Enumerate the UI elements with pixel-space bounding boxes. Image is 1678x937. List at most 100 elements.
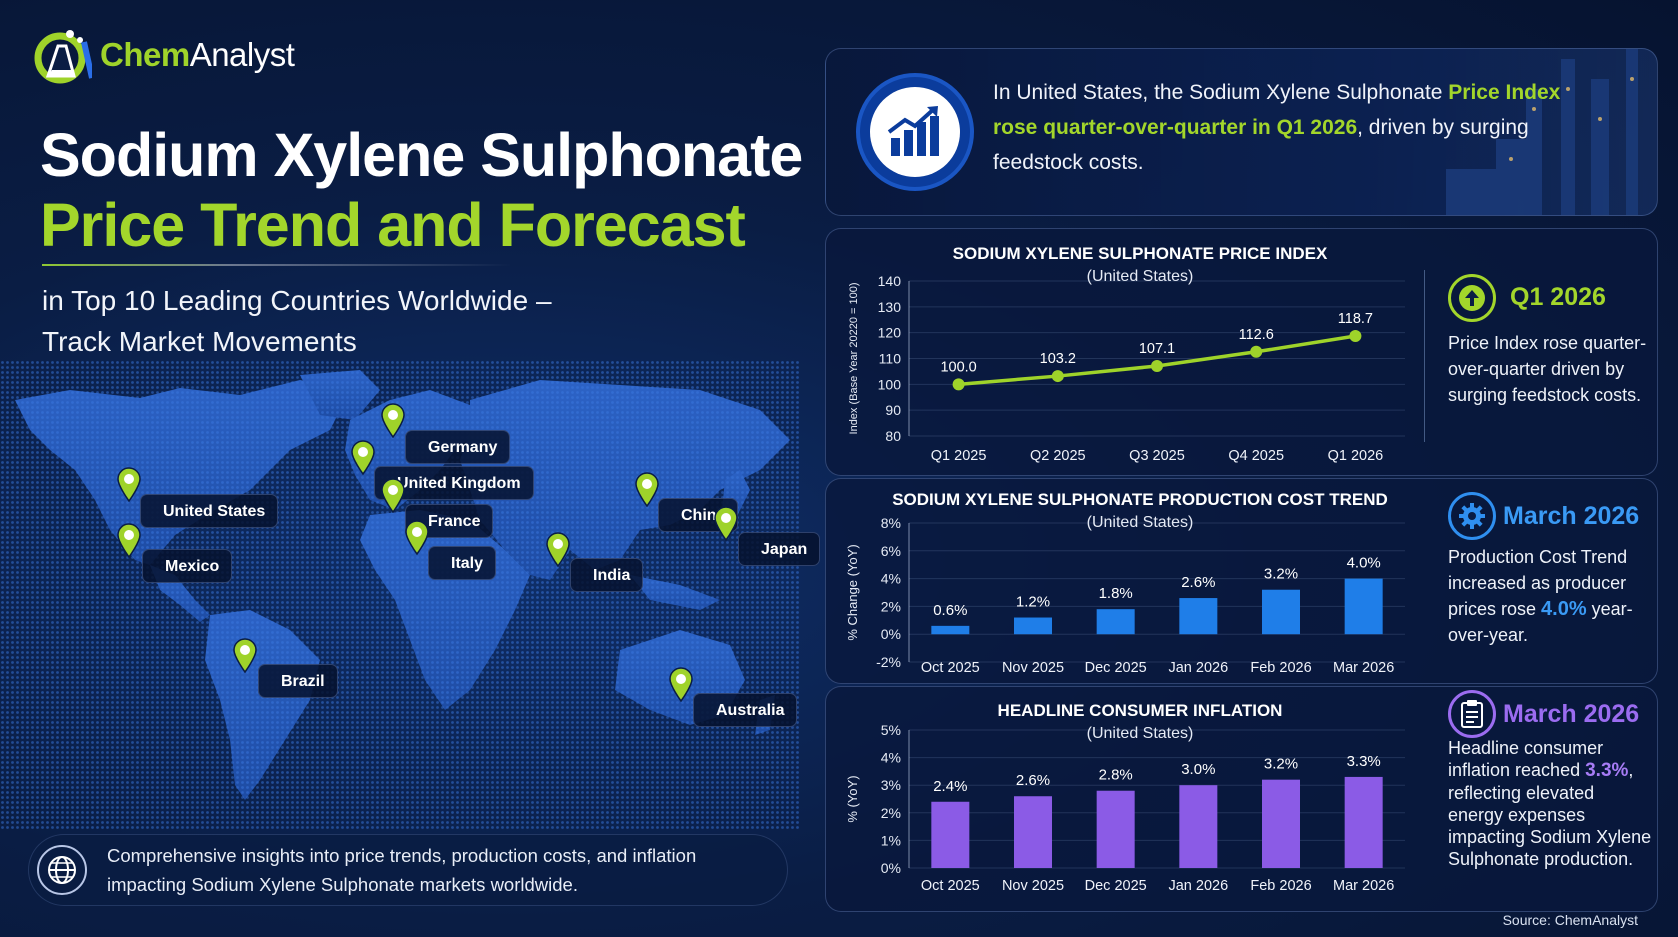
side-note-2-value: 4.0% (1541, 598, 1587, 620)
page-title-line2: Price Trend and Forecast (40, 191, 746, 259)
side-note-3-body: Headline consumer inflation reached 3.3%… (1448, 737, 1653, 870)
side-note-2-body-pre: Production Cost Trend increased as produ… (1448, 547, 1628, 619)
data-point (1151, 359, 1163, 372)
map-label-mexico: Mexico (142, 549, 233, 583)
map-pin-icon (546, 532, 570, 567)
data-point (952, 378, 965, 391)
x-tick-label: Jan 2026 (1168, 660, 1228, 676)
brand-name-part2: Analyst (189, 36, 295, 73)
consumer-inflation-panel (825, 686, 1658, 912)
map-label-germany: Germany (405, 430, 511, 464)
x-tick-label: Q1 2026 (1328, 448, 1384, 464)
map-pin-icon (117, 523, 141, 558)
map-pin-icon (714, 506, 738, 541)
production-cost-panel (825, 478, 1658, 684)
chart-subtitle: (United States) (1087, 725, 1194, 742)
headline-part2: , driven by surging feedstock costs. (993, 116, 1529, 174)
refinery-silhouette-icon (1446, 49, 1638, 215)
data-label: 1.8% (1099, 585, 1133, 602)
data-label: 3.2% (1264, 566, 1298, 583)
x-tick-label: Dec 2025 (1085, 660, 1147, 676)
y-tick-label: 4% (881, 571, 901, 587)
side-note-3-title: March 2026 (1503, 700, 1640, 728)
bar (1096, 790, 1135, 868)
map-label-united-states: United States (140, 494, 279, 528)
y-tick-label: 120 (878, 325, 902, 341)
side-note-1-body: Price Index rose quarter-over-quarter dr… (1448, 333, 1647, 405)
bar (1096, 609, 1135, 635)
map-pin-icon (669, 667, 693, 702)
chart-subtitle: (United States) (1087, 514, 1194, 531)
y-tick-label: 8% (881, 515, 901, 531)
map-label-brazil: Brazil (258, 664, 338, 698)
y-tick-label: 0% (881, 626, 901, 642)
brand-name: ChemAnalyst (100, 36, 295, 74)
bar (1014, 617, 1052, 635)
map-pin-icon (351, 440, 375, 475)
y-tick-label: 5% (881, 722, 901, 738)
bar (931, 625, 970, 635)
x-tick-label: Nov 2025 (1002, 878, 1064, 894)
bar (1344, 578, 1383, 635)
bar (1179, 598, 1218, 635)
data-label: 3.3% (1347, 753, 1381, 770)
source-note: Source: ChemAnalyst (1502, 912, 1638, 928)
price-index-chart: SODIUM XYLENE SULPHONATE PRICE INDEX (Uni… (848, 244, 1405, 464)
x-tick-label: Nov 2025 (1002, 660, 1064, 676)
map-pin-icon (117, 467, 141, 502)
headline-part1: In United States, the Sodium Xylene Sulp… (993, 81, 1449, 104)
y-tick-label: 110 (879, 351, 902, 367)
y-tick-label: 3% (881, 777, 901, 793)
y-tick-label: 140 (878, 273, 902, 289)
gear-icon (1448, 492, 1496, 540)
map-pin-icon (635, 472, 659, 507)
data-label: 0.6% (933, 602, 967, 619)
x-tick-label: Feb 2026 (1250, 660, 1311, 676)
insights-line2: impacting Sodium Xylene Sulphonate marke… (107, 874, 578, 895)
data-label: 4.0% (1347, 555, 1381, 572)
data-label: 2.6% (1181, 574, 1215, 591)
production-cost-chart: SODIUM XYLENE SULPHONATE PRODUCTION COST… (845, 490, 1405, 676)
data-label: 2.8% (1099, 767, 1133, 784)
data-label: 3.2% (1264, 756, 1298, 773)
data-point (1349, 330, 1362, 343)
data-point (1051, 370, 1064, 383)
bar (1014, 796, 1052, 868)
side-note-1-title: Q1 2026 (1510, 283, 1606, 311)
data-label: 107.1 (1139, 341, 1175, 357)
chart-title: HEADLINE CONSUMER INFLATION (998, 701, 1283, 720)
map-label-australia: Australia (693, 693, 798, 727)
data-label: 1.2% (1016, 594, 1050, 611)
y-tick-label: 130 (878, 299, 902, 315)
headline-highlight: Price Index rose quarter-over-quarter in… (993, 81, 1561, 139)
chart-subtitle: (United States) (1087, 268, 1194, 285)
y-tick-label: 2% (881, 598, 901, 614)
title-divider (42, 264, 512, 266)
side-note-3-value: 3.3% (1585, 760, 1629, 781)
y-tick-label: 0% (881, 860, 901, 876)
x-tick-label: Dec 2025 (1085, 878, 1147, 894)
map-pin-icon (233, 638, 257, 673)
data-label: 118.7 (1338, 311, 1373, 327)
side-divider-1 (1424, 270, 1425, 442)
side-note-2-body: Production Cost Trend increased as produ… (1448, 544, 1653, 648)
data-label: 103.2 (1040, 351, 1076, 367)
side-note-2-title: March 2026 (1503, 502, 1640, 530)
subtitle-line1: in Top 10 Leading Countries Worldwide – (42, 285, 552, 316)
page-subtitle: in Top 10 Leading Countries Worldwide – … (42, 280, 682, 362)
x-tick-label: Q4 2025 (1228, 448, 1284, 464)
consumer-inflation-chart: HEADLINE CONSUMER INFLATION (United State… (845, 701, 1405, 894)
flask-icon (34, 30, 92, 84)
page-title-line1: Sodium Xylene Sulphonate (40, 121, 803, 189)
data-label: 2.6% (1016, 772, 1050, 789)
side-note-3-body-pre: Headline consumer inflation reached (1448, 738, 1604, 780)
bar (1262, 779, 1300, 868)
map-label-japan: Japan (738, 532, 821, 566)
insights-footer: Comprehensive insights into price trends… (28, 834, 788, 906)
bar (931, 801, 970, 868)
subtitle-line2: Track Market Movements (42, 326, 357, 357)
x-tick-label: Q2 2025 (1030, 448, 1086, 464)
headline-panel: In United States, the Sodium Xylene Sulp… (825, 48, 1658, 216)
data-label: 2.4% (933, 778, 967, 795)
chart-growth-badge (856, 73, 974, 191)
